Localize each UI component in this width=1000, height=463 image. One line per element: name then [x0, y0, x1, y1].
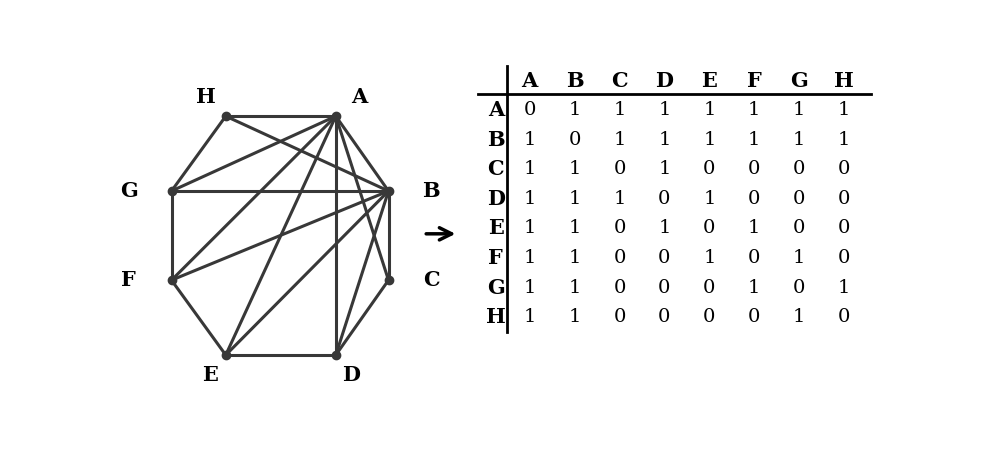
- Text: 0: 0: [613, 249, 626, 267]
- Text: 0: 0: [703, 160, 716, 178]
- Text: 0: 0: [703, 219, 716, 238]
- Text: 1: 1: [658, 131, 671, 149]
- Text: D: D: [342, 365, 360, 385]
- Text: 0: 0: [568, 131, 581, 149]
- Text: 1: 1: [523, 160, 536, 178]
- Text: 1: 1: [838, 131, 850, 149]
- Text: 0: 0: [658, 249, 671, 267]
- Text: C: C: [611, 70, 628, 90]
- Text: B: B: [487, 130, 505, 150]
- Text: 1: 1: [523, 190, 536, 208]
- Text: 1: 1: [613, 190, 626, 208]
- Text: 0: 0: [838, 249, 850, 267]
- Text: E: E: [488, 219, 504, 238]
- Text: B: B: [422, 181, 440, 201]
- Text: 1: 1: [523, 131, 536, 149]
- Text: 0: 0: [793, 279, 805, 297]
- Text: 0: 0: [703, 279, 716, 297]
- Text: 1: 1: [793, 249, 805, 267]
- Text: 0: 0: [838, 219, 850, 238]
- Text: 0: 0: [613, 160, 626, 178]
- Text: 1: 1: [523, 249, 536, 267]
- Text: D: D: [655, 70, 673, 90]
- Text: 0: 0: [613, 219, 626, 238]
- Text: C: C: [423, 270, 439, 290]
- Text: 1: 1: [658, 101, 671, 119]
- Text: 0: 0: [613, 308, 626, 326]
- Text: 0: 0: [838, 190, 850, 208]
- Text: 0: 0: [748, 190, 760, 208]
- Text: 1: 1: [568, 308, 581, 326]
- Text: F: F: [488, 248, 503, 268]
- Text: 1: 1: [793, 101, 805, 119]
- Text: 1: 1: [523, 219, 536, 238]
- Text: 1: 1: [658, 160, 671, 178]
- Text: 0: 0: [793, 190, 805, 208]
- Text: A: A: [351, 87, 367, 106]
- Text: 1: 1: [568, 249, 581, 267]
- Text: 1: 1: [793, 131, 805, 149]
- Text: 1: 1: [523, 308, 536, 326]
- Text: 0: 0: [748, 160, 760, 178]
- Text: G: G: [790, 70, 808, 90]
- Text: H: H: [486, 307, 506, 327]
- Text: 1: 1: [568, 190, 581, 208]
- Text: 1: 1: [838, 101, 850, 119]
- Text: 1: 1: [703, 101, 716, 119]
- Text: H: H: [834, 70, 854, 90]
- Text: F: F: [747, 70, 762, 90]
- Text: 1: 1: [748, 131, 760, 149]
- Text: A: A: [488, 100, 504, 120]
- Text: 1: 1: [703, 249, 716, 267]
- Text: 0: 0: [613, 279, 626, 297]
- Text: F: F: [122, 270, 136, 290]
- Text: G: G: [487, 278, 505, 298]
- Text: 0: 0: [703, 308, 716, 326]
- Text: E: E: [202, 365, 218, 385]
- Text: 0: 0: [658, 190, 671, 208]
- Text: H: H: [196, 87, 216, 106]
- Text: 1: 1: [523, 279, 536, 297]
- Text: 1: 1: [568, 219, 581, 238]
- Text: 1: 1: [568, 101, 581, 119]
- Text: 1: 1: [748, 279, 760, 297]
- Text: 0: 0: [748, 308, 760, 326]
- Text: 1: 1: [658, 219, 671, 238]
- Text: 1: 1: [568, 160, 581, 178]
- Text: 1: 1: [703, 190, 716, 208]
- Text: 0: 0: [793, 219, 805, 238]
- Text: 1: 1: [748, 219, 760, 238]
- Text: 0: 0: [523, 101, 536, 119]
- Text: C: C: [488, 159, 504, 179]
- Text: 1: 1: [613, 131, 626, 149]
- Text: E: E: [701, 70, 717, 90]
- Text: G: G: [120, 181, 138, 201]
- Text: 1: 1: [838, 279, 850, 297]
- Text: B: B: [566, 70, 583, 90]
- Text: A: A: [521, 70, 538, 90]
- Text: 0: 0: [748, 249, 760, 267]
- Text: 1: 1: [703, 131, 716, 149]
- Text: 0: 0: [658, 308, 671, 326]
- Text: 0: 0: [838, 308, 850, 326]
- Text: 1: 1: [613, 101, 626, 119]
- Text: 0: 0: [658, 279, 671, 297]
- Text: 1: 1: [748, 101, 760, 119]
- Text: 1: 1: [568, 279, 581, 297]
- Text: 0: 0: [838, 160, 850, 178]
- Text: 1: 1: [793, 308, 805, 326]
- Text: 0: 0: [793, 160, 805, 178]
- Text: D: D: [487, 189, 505, 209]
